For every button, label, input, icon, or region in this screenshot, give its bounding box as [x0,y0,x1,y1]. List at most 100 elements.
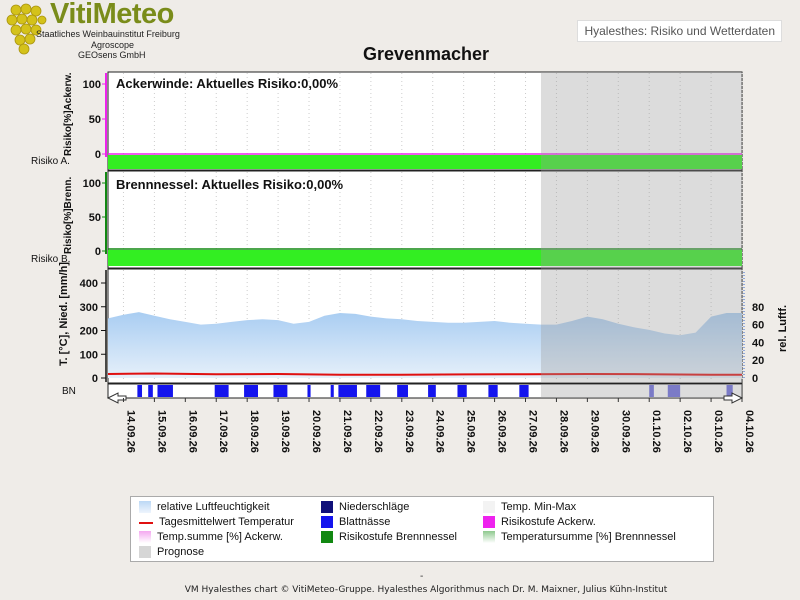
weather-right-tick-label: 60 [752,320,764,332]
ackerwinde-ylabel: Risiko[%]Ackerw. [63,72,74,156]
scroll-right-button[interactable] [723,392,744,404]
logo-title: VitiMeteo [50,0,174,30]
legend-swatch [139,501,151,513]
date-label: 21.09.26 [341,410,353,453]
legend-label: Niederschläge [339,501,410,513]
brennnessel-tick-label: 100 [83,178,101,190]
blattnaesse-bar [457,385,467,397]
logo-line-1: Staatliches Weinbauinstitut Freiburg [36,29,180,39]
brennnessel-ylabel: Risiko[%]Brenn. [63,177,74,254]
weather-ylabel-right: rel. Luftf. [777,305,789,352]
legend-label: relative Luftfeuchtigkeit [157,501,270,513]
legend-item: Tagesmittelwert Temperatur [139,516,294,528]
blattnaesse-bar [338,385,357,397]
legend-label: Risikostufe Ackerw. [501,516,596,528]
logo-line-3: GEOsens GmbH [78,50,146,60]
ackerwinde-risk-band [108,155,742,169]
blattnaesse-bar [366,385,381,397]
humidity-area [108,312,742,378]
blattnaesse-bar [488,385,498,397]
legend-swatch [321,516,333,528]
legend-swatch [483,501,495,513]
date-label: 28.09.26 [557,410,569,453]
ackerwinde-tick-label: 50 [89,114,101,126]
legend-item: Temp.summe [%] Ackerw. [139,531,283,543]
legend-item: Risikostufe Brennnessel [321,531,457,543]
blattnaesse-prognose-bar [726,385,733,397]
bn-label: BN [62,386,76,397]
legend-label: Risikostufe Brennnessel [339,531,458,543]
legend-item: Niederschläge [321,501,409,513]
footer-credits: VM Hyalesthes chart © VitiMeteo-Gruppe. … [184,585,668,595]
risiko-b-label: Risiko B. [31,254,70,265]
date-label: 29.09.26 [588,410,600,453]
chart-legend: relative Luftfeuchtigkeit Niederschläge Te… [130,496,714,562]
temperature-line [107,372,742,376]
brennnessel-tick-label: 50 [89,212,101,224]
scroll-left-button[interactable] [106,392,127,404]
legend-item: relative Luftfeuchtigkeit [139,501,270,513]
date-label: 23.09.26 [403,410,415,453]
date-label: 15.09.26 [155,410,167,453]
blattnaesse-prognose-bar [667,385,681,397]
date-label: 03.10.26 [712,410,724,453]
legend-label: Tagesmittelwert Temperatur [159,516,294,528]
weather-ylabel-left: T. [°C], Nied. [mm/h] [58,262,70,366]
date-label: 30.09.26 [619,410,631,453]
date-label: 16.09.26 [186,410,198,453]
weather-left-tick-label: 300 [80,302,98,314]
legend-item: Prognose [139,546,204,558]
weather-left-tick-label: 200 [80,326,98,338]
weather-left-tick-label: 400 [80,278,98,290]
legend-label: Temp. Min-Max [501,501,577,513]
date-label: 22.09.26 [372,410,384,453]
blattnaesse-bar [273,385,288,397]
blattnaesse-bar [397,385,408,397]
legend-swatch [139,531,151,543]
legend-label: Temp.summe [%] Ackerw. [157,531,283,543]
date-label: 01.10.26 [650,410,662,453]
legend-swatch [321,531,333,543]
page-badge: Hyalesthes: Risiko und Wetterdaten [577,20,782,42]
footer-dash: - [420,571,424,582]
date-label: 19.09.26 [279,410,291,453]
station-title: Grevenmacher [362,44,490,64]
legend-item: Risikostufe Ackerw. [483,516,596,528]
ackerwinde-tick-label: 0 [95,149,101,161]
date-label: 04.10.26 [743,410,755,453]
brennnessel-risk-band [108,250,742,266]
legend-item: Temperatursumme [%] Brennnessel [483,531,676,543]
blattnaesse-bar [330,385,334,397]
date-label: 02.10.26 [681,410,693,453]
weather-left-tick-label: 0 [92,373,98,385]
weather-right-tick-label: 0 [752,373,758,385]
legend-label: Prognose [157,546,205,558]
blattnaesse-bar [428,385,436,397]
date-label: 25.09.26 [465,410,477,453]
bn-row [107,383,743,399]
legend-swatch [139,546,151,558]
weather-right-tick-label: 40 [752,337,764,349]
weather-right-tick-label: 20 [752,355,764,367]
risiko-a-label: Risiko A. [31,156,70,167]
date-label: 17.09.26 [217,410,229,453]
ackerwinde-tick-label: 100 [83,79,101,91]
blattnaesse-prognose-bar [649,385,654,397]
grapes-logo-icon [6,3,47,55]
legend-item: Blattnässe [321,516,390,528]
legend-label: Blattnässe [339,516,391,528]
brennnessel-tick-label: 0 [95,246,101,258]
blattnaesse-bar [137,385,143,397]
logo-line-2: Agroscope [91,40,135,50]
prognose-overlay [540,72,742,383]
blattnaesse-bar [214,385,229,397]
legend-swatch [321,501,333,513]
blattnaesse-bar [244,385,258,397]
blattnaesse-bar [307,385,311,397]
legend-swatch [483,516,495,528]
blattnaesse-bar [157,385,173,397]
legend-swatch [483,531,495,543]
date-label: 14.09.26 [124,410,136,453]
brennnessel-title: Brennnessel: Aktuelles Risiko:0,00% [116,177,344,192]
date-label: 20.09.26 [310,410,322,453]
